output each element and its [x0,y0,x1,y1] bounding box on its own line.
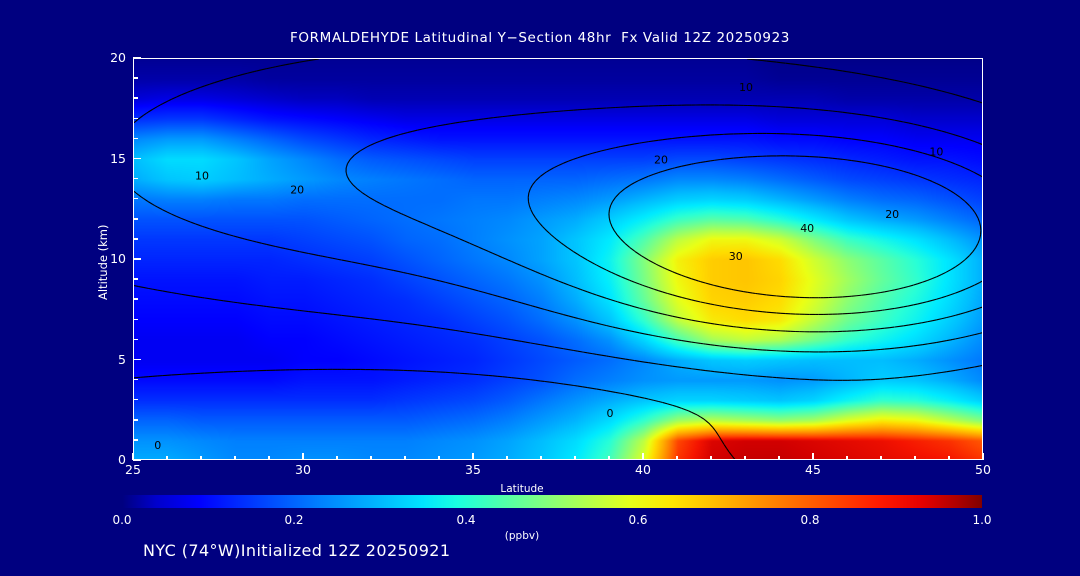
plot-area: 0 0 10 10 10 20 20 20 30 40 [133,58,983,460]
svg-text:0: 0 [607,407,614,420]
x-axis-tick-label: 25 [125,462,141,477]
x-axis-minor-tick [574,455,576,460]
y-axis-tick-label: 0 [118,452,126,467]
x-axis-minor-tick [438,455,440,460]
y-axis-minor-tick [133,137,138,140]
colorbar [122,495,982,508]
svg-text:20: 20 [290,184,304,197]
x-axis-minor-tick [166,455,168,460]
x-axis-minor-tick [540,455,542,460]
x-axis-major-tick [302,452,304,460]
colorbar-gradient [122,495,982,508]
x-axis-major-tick [642,452,644,460]
x-axis-minor-tick [370,455,372,460]
x-axis-tick-label: 50 [975,462,991,477]
x-axis-minor-tick [336,455,338,460]
y-axis-minor-tick [133,97,138,99]
y-axis-title: Altitude (km) [96,224,110,300]
y-axis-minor-tick [133,77,138,79]
x-axis-minor-tick [914,455,916,460]
x-axis-major-tick [812,452,814,460]
svg-text:10: 10 [929,145,943,158]
y-axis-major-tick [133,358,141,361]
x-axis-minor-tick [404,455,406,460]
y-axis-minor-tick [133,177,138,180]
y-axis-major-tick [133,258,141,260]
colorbar-tick-label: 0.8 [800,513,820,527]
x-axis-major-tick [132,452,134,460]
svg-text:30: 30 [729,250,743,263]
svg-text:20: 20 [654,154,668,167]
y-axis-minor-tick [133,197,138,200]
x-axis-minor-tick [234,455,236,460]
y-axis-minor-tick [133,238,138,240]
x-axis-minor-tick [676,455,678,460]
y-axis-minor-tick [133,117,138,120]
svg-text:0: 0 [154,439,161,452]
x-axis-tick-label: 45 [805,462,821,477]
svg-text:20: 20 [885,208,899,221]
x-axis-minor-tick [880,455,882,460]
y-axis-minor-tick [133,298,138,300]
svg-text:40: 40 [800,222,814,235]
x-axis-minor-tick [948,455,950,460]
y-axis-major-tick [133,157,141,160]
x-axis-minor-tick [778,455,780,460]
x-axis-minor-tick [846,455,848,460]
footer-label: NYC (74°W)Initialized 12Z 20250921 [143,541,451,560]
x-axis-major-tick [982,452,984,460]
y-axis-major-tick [133,459,141,461]
x-axis-major-tick [472,452,474,460]
y-axis-tick-label: 15 [110,150,126,166]
y-axis-tick-label: 20 [110,50,126,65]
x-axis-minor-tick [200,455,202,460]
y-axis-minor-tick [133,378,138,381]
colorbar-tick-label: 0.0 [112,513,132,527]
chart-title: FORMALDEHYDE Latitudinal Y−Section 48hr … [290,30,790,46]
y-axis-minor-tick [133,398,138,401]
svg-text:10: 10 [739,81,753,94]
x-axis-minor-tick [268,455,270,460]
y-axis-minor-tick [133,278,138,280]
colorbar-tick-label: 0.6 [628,513,648,527]
colorbar-unit-label: (ppbv) [504,530,540,542]
y-axis-minor-tick [133,318,138,321]
x-axis-tick-label: 40 [635,462,651,477]
x-axis-minor-tick [744,455,746,460]
x-axis-tick-label: 30 [295,462,311,477]
x-axis-title: Latitude [500,483,544,495]
heatmap-field [134,59,982,459]
contour-overlay: 0 0 10 10 10 20 20 20 30 40 [134,59,982,459]
x-axis-tick-label: 35 [465,462,481,477]
y-axis-minor-tick [133,338,138,341]
y-axis-major-tick [133,57,141,59]
colorbar-tick-label: 0.4 [456,513,476,527]
colorbar-tick-label: 0.2 [284,513,304,527]
x-axis-minor-tick [710,455,712,460]
y-axis-minor-tick [133,439,138,441]
colorbar-tick-label: 1.0 [972,513,992,527]
x-axis-minor-tick [506,455,508,460]
y-axis-minor-tick [133,218,138,220]
y-axis-minor-tick [133,419,138,421]
x-axis-minor-tick [608,455,610,460]
y-axis-tick-label: 10 [110,251,126,266]
y-axis-tick-label: 5 [118,351,126,367]
svg-text:10: 10 [195,170,209,183]
